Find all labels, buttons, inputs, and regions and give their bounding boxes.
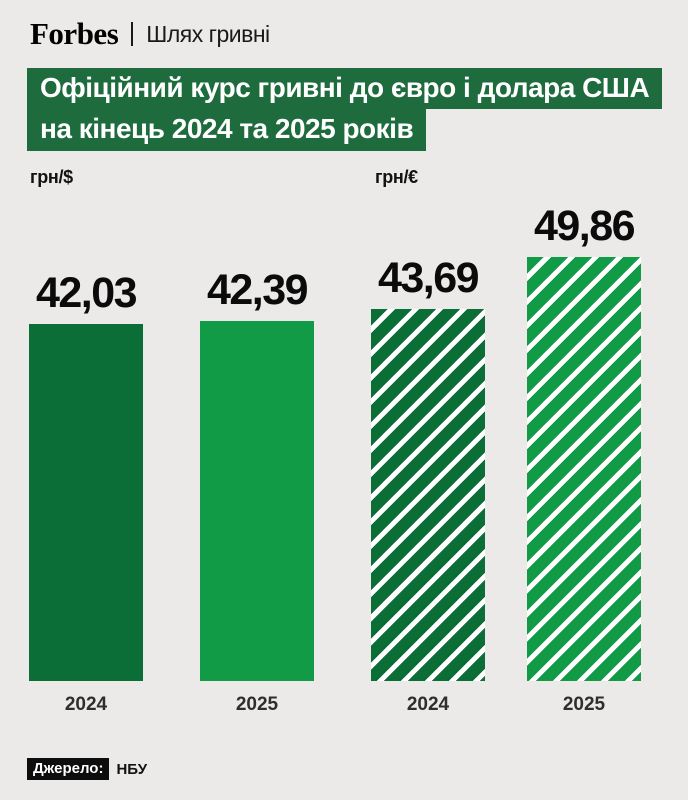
- source-value: НБУ: [116, 760, 148, 778]
- bar-2025-usd: [200, 321, 314, 681]
- bar-value-label-2025-eur: 49,86: [533, 202, 636, 250]
- header: Forbes Шлях гривні: [30, 16, 270, 52]
- bar-year-label: 2024: [64, 694, 108, 715]
- source-label: Джерело:: [27, 758, 110, 780]
- bar-2025-eur: [527, 257, 641, 681]
- bar-2024-usd: [29, 324, 143, 681]
- chart-title-line2: на кінець 2024 та 2025 років: [27, 109, 427, 151]
- chart-title: Офіційний курс гривні до євро і долара С…: [27, 68, 667, 151]
- header-series-title: Шлях гривні: [146, 21, 270, 47]
- bar-year-label: 2025: [562, 694, 606, 715]
- header-divider: [131, 22, 134, 46]
- bar-2024-eur: [371, 309, 485, 681]
- chart-title-line1: Офіційний курс гривні до євро і долара С…: [27, 68, 663, 110]
- bar-year-label: 2025: [235, 694, 279, 715]
- forbes-logo: Forbes: [30, 16, 119, 51]
- bar-value-label-2024-usd: 42,03: [35, 269, 138, 317]
- bar-value-label-2025-usd: 42,39: [206, 266, 309, 314]
- bar-year-label: 2024: [406, 694, 450, 715]
- source-row: Джерело: НБУ: [27, 758, 147, 780]
- unit-label-usd: грн/$: [30, 167, 73, 187]
- unit-label-eur: грн/€: [375, 167, 418, 187]
- bar-value-label-2024-eur: 43,69: [377, 254, 480, 302]
